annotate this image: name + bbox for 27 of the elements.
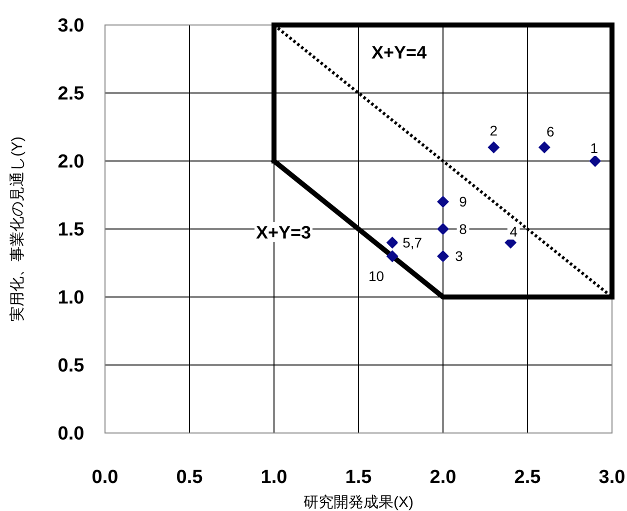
x-tick-label: 2.0 (430, 467, 456, 488)
annotation: 8 (459, 220, 468, 237)
annotation: 6 (546, 123, 554, 140)
annotation: 10 (368, 268, 384, 284)
y-tick-label: 2.5 (58, 84, 85, 105)
y-tick-label: 3.0 (58, 16, 84, 37)
x-tick-label: 0.5 (176, 467, 204, 488)
y-tick-label: 0.0 (58, 424, 84, 445)
x-tick-label: 0.0 (92, 467, 118, 488)
x-tick-label: 3.0 (598, 467, 626, 488)
y-axis-title: 実用化、事業化の見通し(Y) (9, 136, 26, 322)
annotation: 1 (590, 140, 598, 156)
x-tick-label: 1.0 (260, 467, 288, 488)
annotation: 9 (459, 194, 468, 210)
y-tick-label: 0.5 (58, 356, 85, 377)
annotation: 5,7 (402, 234, 422, 250)
annotation: X+Y=4 (372, 42, 427, 62)
x-tick-label: 2.5 (514, 467, 542, 488)
y-tick-label: 1.5 (58, 220, 85, 241)
x-axis-title: 研究開発成果(X) (304, 494, 414, 511)
annotation: X+Y=3 (256, 222, 312, 242)
annotation: 4 (510, 224, 518, 240)
y-tick-label: 2.0 (58, 152, 84, 173)
annotation: 3 (455, 248, 464, 264)
annotation: 2 (490, 122, 498, 138)
y-tick-label: 1.0 (58, 288, 84, 309)
x-tick-label: 1.5 (345, 467, 372, 488)
